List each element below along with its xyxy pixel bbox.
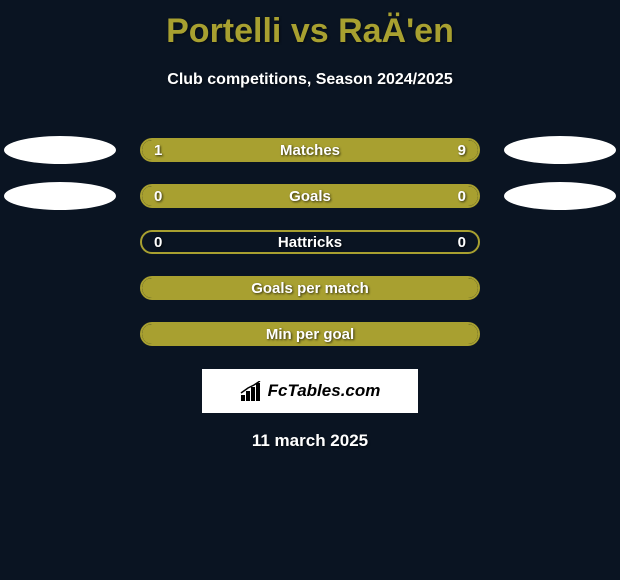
stat-row-min-per-goal: Min per goal <box>0 311 620 357</box>
stat-value-right: 0 <box>458 188 466 205</box>
stat-label: Goals per match <box>251 280 369 297</box>
stat-value-right: 9 <box>458 142 466 159</box>
page-title: Portelli vs RaÄ'en <box>0 0 620 51</box>
stat-bar-min-per-goal: Min per goal <box>140 322 480 346</box>
player-left-ellipse <box>4 136 116 164</box>
stat-bar-hattricks: 0 Hattricks 0 <box>140 230 480 254</box>
bar-fill-left <box>142 140 202 160</box>
bar-fill-right <box>202 140 478 160</box>
player-left-ellipse <box>4 182 116 210</box>
stat-value-left: 0 <box>154 188 162 205</box>
stat-row-goals-per-match: Goals per match <box>0 265 620 311</box>
stat-bar-matches: 1 Matches 9 <box>140 138 480 162</box>
stat-value-right: 0 <box>458 234 466 251</box>
player-right-ellipse <box>504 136 616 164</box>
stat-label: Min per goal <box>266 326 354 343</box>
stat-label: Goals <box>289 188 331 205</box>
stat-value-left: 0 <box>154 234 162 251</box>
chart-icon <box>240 381 264 401</box>
subtitle: Club competitions, Season 2024/2025 <box>0 71 620 89</box>
stat-row-matches: 1 Matches 9 <box>0 127 620 173</box>
logo-content: FcTables.com <box>240 381 381 401</box>
logo-box: FcTables.com <box>202 369 418 413</box>
player-right-ellipse <box>504 182 616 210</box>
stat-label: Matches <box>280 142 340 159</box>
stat-bar-goals: 0 Goals 0 <box>140 184 480 208</box>
stat-value-left: 1 <box>154 142 162 159</box>
date-text: 11 march 2025 <box>0 431 620 451</box>
stat-row-hattricks: 0 Hattricks 0 <box>0 219 620 265</box>
stat-label: Hattricks <box>278 234 342 251</box>
stats-container: 1 Matches 9 0 Goals 0 0 Hattricks 0 Goal… <box>0 127 620 357</box>
stat-row-goals: 0 Goals 0 <box>0 173 620 219</box>
stat-bar-goals-per-match: Goals per match <box>140 276 480 300</box>
logo-text: FcTables.com <box>268 381 381 401</box>
